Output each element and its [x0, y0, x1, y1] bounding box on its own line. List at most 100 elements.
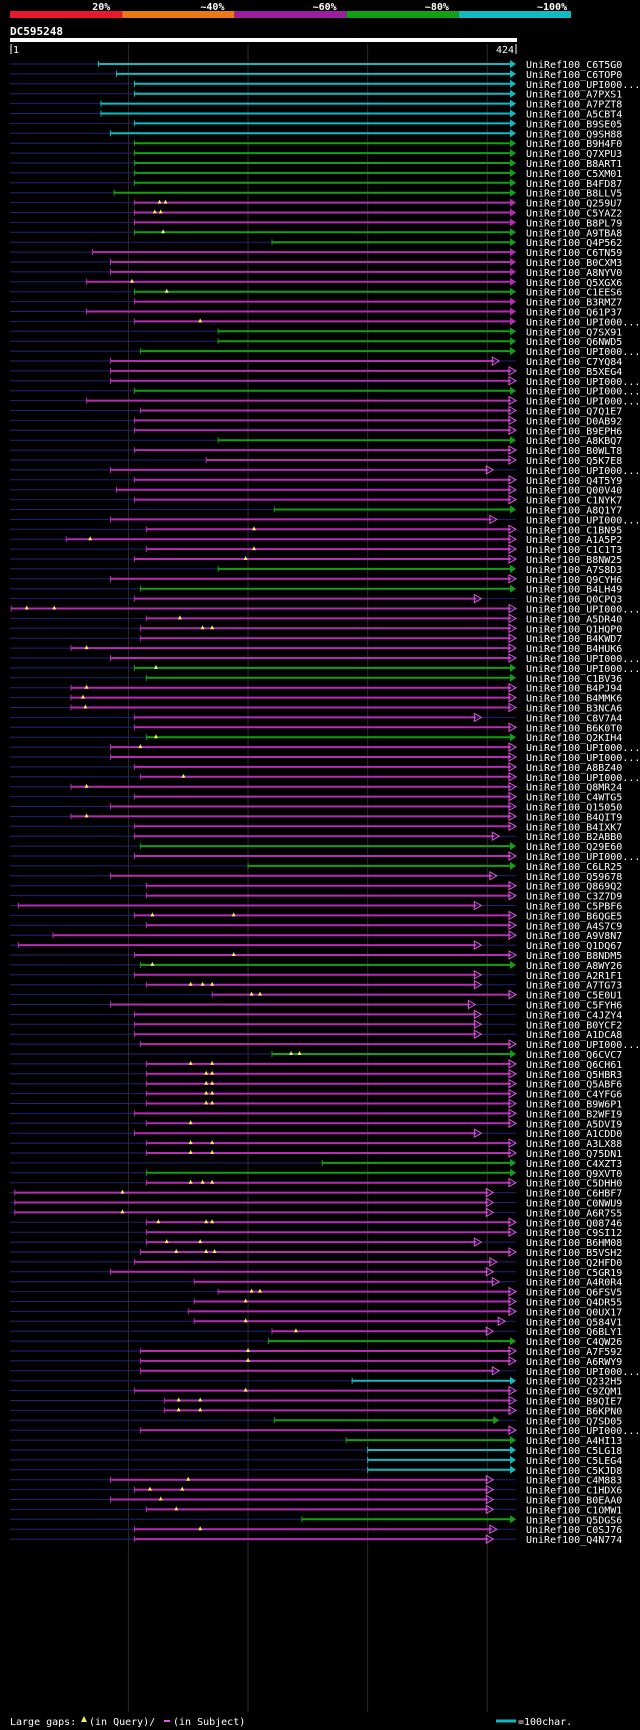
- hit-row[interactable]: UniRef100_Q5HBR3: [10, 1068, 622, 1081]
- hit-row[interactable]: UniRef100_A5DR40: [10, 613, 622, 625]
- hit-label[interactable]: UniRef100_C4JZY4: [526, 1010, 622, 1021]
- hit-label[interactable]: UniRef100_C5GR19: [526, 1268, 622, 1279]
- hit-row[interactable]: UniRef100_Q4P562: [10, 238, 622, 249]
- hit-row[interactable]: UniRef100_B6KPN0: [10, 1405, 622, 1417]
- hit-row[interactable]: UniRef100_B8NDM5: [10, 950, 622, 962]
- hit-label[interactable]: UniRef100_A4R0R4: [526, 1278, 622, 1289]
- hit-label[interactable]: UniRef100_C6TOP0: [526, 70, 622, 81]
- hit-row[interactable]: UniRef100_B8PL79: [10, 218, 622, 229]
- hit-row[interactable]: UniRef100_Q6CVC7: [10, 1050, 622, 1061]
- hit-row[interactable]: UniRef100_Q2HFD0: [10, 1257, 622, 1269]
- hit-row[interactable]: UniRef100_C6LR25: [10, 861, 622, 873]
- hit-row[interactable]: UniRef100_UPI000...: [10, 1039, 640, 1051]
- hit-row[interactable]: UniRef100_C5KJD8: [10, 1465, 622, 1477]
- hit-row[interactable]: UniRef100_Q7Q1E7: [10, 405, 622, 418]
- hit-row[interactable]: UniRef100_C9ZQM1: [10, 1385, 622, 1398]
- hit-label[interactable]: UniRef100_B9EPH6: [526, 426, 622, 437]
- hit-label[interactable]: UniRef100_A4S7C9: [526, 921, 622, 932]
- hit-row[interactable]: UniRef100_C5GR19: [10, 1266, 622, 1279]
- hit-row[interactable]: UniRef100_Q584V1: [10, 1316, 622, 1328]
- hit-label[interactable]: UniRef100_A8KBQ7: [526, 436, 622, 447]
- hit-row[interactable]: UniRef100_C4JZY4: [10, 1009, 622, 1021]
- hit-label[interactable]: UniRef100_C7YQ84: [526, 357, 622, 368]
- hit-label[interactable]: UniRef100_B4HUK6: [526, 644, 622, 655]
- hit-label[interactable]: UniRef100_B6QGE5: [526, 911, 622, 922]
- hit-row[interactable]: UniRef100_A4HI13: [10, 1436, 622, 1447]
- hit-row[interactable]: UniRef100_C4WTG5: [10, 791, 622, 804]
- hit-row[interactable]: UniRef100_A1CDD0: [10, 1128, 622, 1140]
- hit-row[interactable]: UniRef100_D0AB92: [10, 415, 622, 427]
- hit-label[interactable]: UniRef100_Q259U7: [526, 199, 622, 210]
- hit-label[interactable]: UniRef100_Q7Q1E7: [526, 407, 622, 418]
- hit-row[interactable]: UniRef100_Q59678: [10, 870, 622, 883]
- hit-label[interactable]: UniRef100_B4QIT9: [526, 812, 622, 823]
- hit-label[interactable]: UniRef100_Q1HQP0: [526, 624, 622, 635]
- hit-label[interactable]: UniRef100_Q0CPQ3: [526, 595, 622, 606]
- hit-label[interactable]: UniRef100_Q0UX17: [526, 1307, 622, 1318]
- hit-row[interactable]: UniRef100_UPI000...: [10, 603, 640, 616]
- hit-label[interactable]: UniRef100_Q5ABF6: [526, 1080, 622, 1091]
- hit-label[interactable]: UniRef100_B5XEG4: [526, 367, 622, 378]
- hit-row[interactable]: UniRef100_C1NYK7: [10, 494, 622, 507]
- hit-label[interactable]: UniRef100_C0SJ76: [526, 1525, 622, 1536]
- hit-label[interactable]: UniRef100_C5LEG4: [526, 1456, 622, 1467]
- hit-label[interactable]: UniRef100_Q15050: [526, 803, 622, 814]
- hit-row[interactable]: UniRef100_A6R7S5: [10, 1207, 622, 1219]
- hit-label[interactable]: UniRef100_Q7SX91: [526, 327, 622, 338]
- hit-row[interactable]: UniRef100_A4S7C9: [10, 920, 622, 932]
- hit-label[interactable]: UniRef100_Q00V40: [526, 486, 622, 497]
- hit-label[interactable]: UniRef100_B6KPN0: [526, 1406, 622, 1417]
- hit-label[interactable]: UniRef100_Q4P562: [526, 238, 622, 249]
- hit-label[interactable]: UniRef100_B8NW25: [526, 555, 622, 566]
- hit-label[interactable]: UniRef100_C0NWU9: [526, 1199, 622, 1210]
- hit-label[interactable]: UniRef100_UPI000...: [526, 654, 640, 665]
- hit-label[interactable]: UniRef100_UPI000...: [526, 1367, 640, 1378]
- hit-row[interactable]: UniRef100_B0EAA0: [10, 1494, 622, 1507]
- hit-label[interactable]: UniRef100_UPI000...: [526, 1426, 640, 1437]
- hit-row[interactable]: UniRef100_C6TOP0: [10, 69, 622, 81]
- hit-row[interactable]: UniRef100_Q9XVT0: [10, 1168, 622, 1180]
- hit-row[interactable]: UniRef100_UPI000...: [10, 395, 640, 408]
- hit-label[interactable]: UniRef100_C6T5G0: [526, 60, 622, 71]
- hit-row[interactable]: UniRef100_Q6NWD5: [10, 337, 622, 348]
- hit-row[interactable]: UniRef100_A8Q1Y7: [10, 505, 622, 517]
- hit-label[interactable]: UniRef100_B4MMK6: [526, 694, 622, 705]
- hit-label[interactable]: UniRef100_B9QIE7: [526, 1397, 622, 1408]
- hit-label[interactable]: UniRef100_B2ABB0: [526, 832, 622, 843]
- hit-label[interactable]: UniRef100_A1DCA8: [526, 1030, 622, 1041]
- hit-label[interactable]: UniRef100_C4YFG6: [526, 1090, 622, 1101]
- hit-row[interactable]: UniRef100_A3LX88: [10, 1138, 622, 1150]
- hit-label[interactable]: UniRef100_B8LLV5: [526, 189, 622, 200]
- hit-row[interactable]: UniRef100_Q0UX17: [10, 1306, 622, 1318]
- hit-label[interactable]: UniRef100_Q584V1: [526, 1317, 622, 1328]
- hit-label[interactable]: UniRef100_Q61P37: [526, 308, 622, 319]
- hit-label[interactable]: UniRef100_Q1DQ67: [526, 941, 622, 952]
- hit-label[interactable]: UniRef100_C4XZT3: [526, 1159, 622, 1170]
- hit-label[interactable]: UniRef100_A5CBT4: [526, 110, 622, 121]
- hit-label[interactable]: UniRef100_UPI000...: [526, 515, 640, 526]
- hit-label[interactable]: UniRef100_Q4DR55: [526, 1298, 622, 1309]
- hit-row[interactable]: UniRef100_B9SE05: [10, 119, 622, 130]
- hit-row[interactable]: UniRef100_C9SI12: [10, 1227, 622, 1239]
- hit-row[interactable]: UniRef100_B4LH49: [10, 584, 622, 596]
- hit-row[interactable]: UniRef100_C5LG18: [10, 1446, 622, 1457]
- hit-row[interactable]: UniRef100_UPI000...: [10, 375, 640, 388]
- hit-label[interactable]: UniRef100_B6HM08: [526, 1238, 622, 1249]
- hit-row[interactable]: UniRef100_A8BZ40: [10, 762, 622, 774]
- hit-label[interactable]: UniRef100_B0EAA0: [526, 1496, 622, 1507]
- hit-label[interactable]: UniRef100_C5XM01: [526, 169, 622, 180]
- hit-row[interactable]: UniRef100_UPI000...: [10, 771, 640, 784]
- hit-row[interactable]: UniRef100_UPI000...: [10, 386, 640, 398]
- hit-row[interactable]: UniRef100_Q29E60: [10, 842, 622, 853]
- hit-label[interactable]: UniRef100_A8BZ40: [526, 763, 622, 774]
- hit-label[interactable]: UniRef100_C1BV36: [526, 674, 622, 685]
- hit-row[interactable]: UniRef100_UPI000...: [10, 514, 640, 526]
- hit-row[interactable]: UniRef100_A8KBQ7: [10, 436, 622, 447]
- hit-row[interactable]: UniRef100_C4QW26: [10, 1337, 622, 1348]
- hit-label[interactable]: UniRef100_Q29E60: [526, 842, 622, 853]
- hit-label[interactable]: UniRef100_A3LX88: [526, 1139, 622, 1150]
- hit-row[interactable]: UniRef100_A7PZT8: [10, 99, 622, 111]
- hit-row[interactable]: UniRef100_C5FYH6: [10, 999, 622, 1012]
- hit-label[interactable]: UniRef100_A5DVI9: [526, 1119, 622, 1130]
- hit-row[interactable]: UniRef100_B8LLV5: [10, 188, 622, 200]
